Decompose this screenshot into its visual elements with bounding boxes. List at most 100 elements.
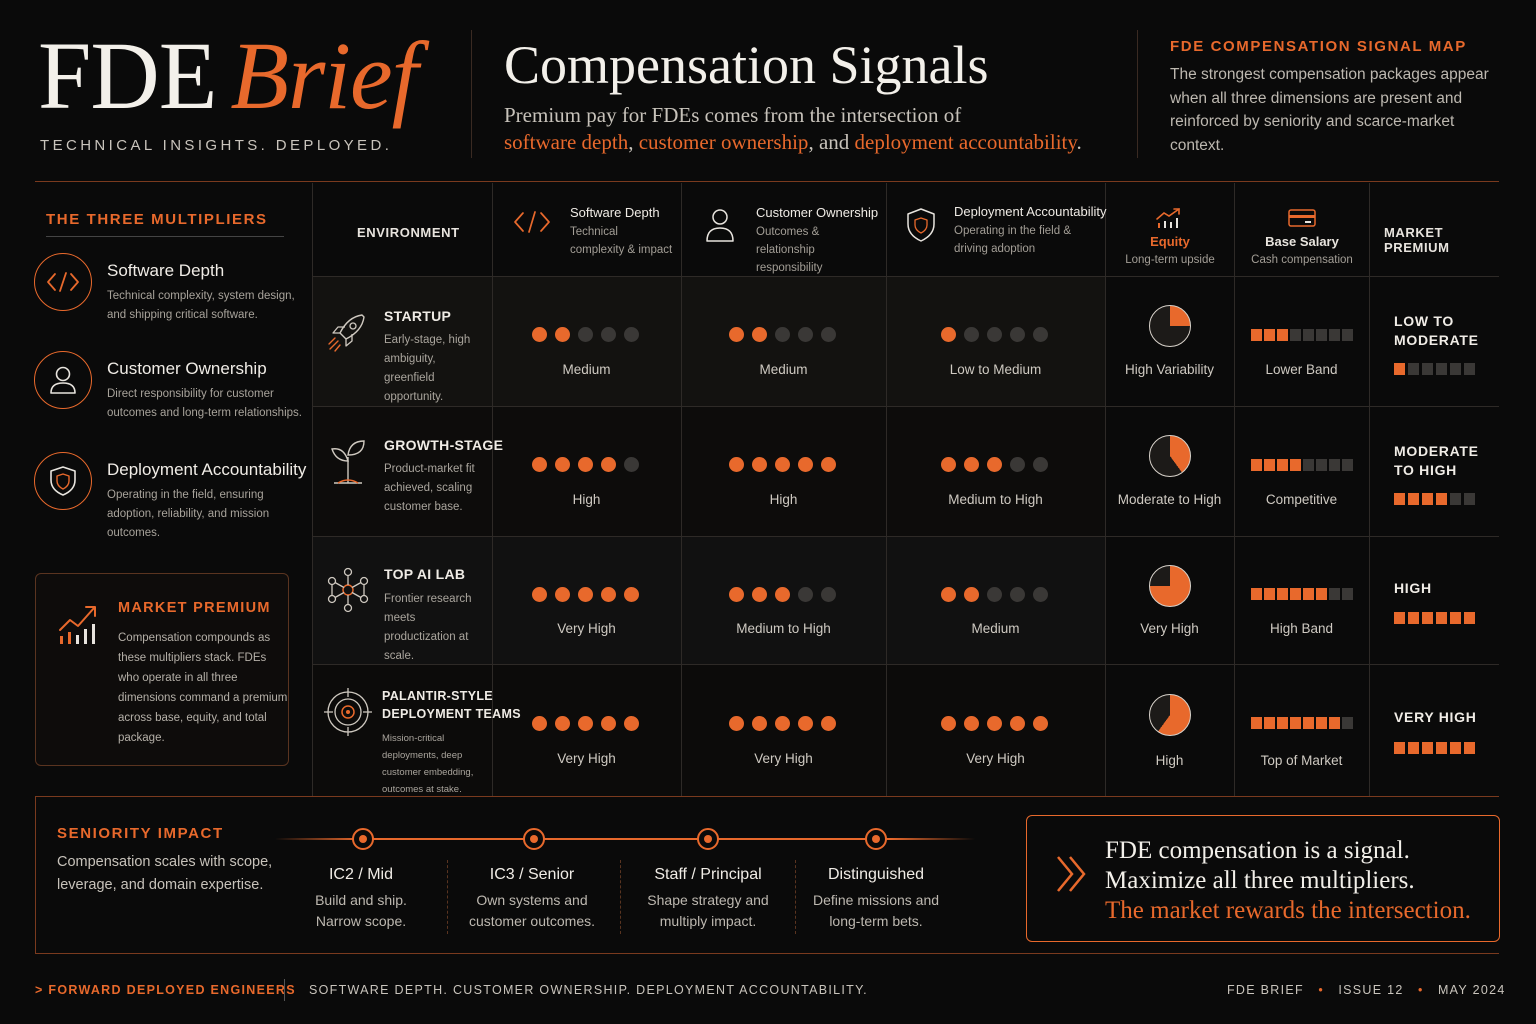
- multiplier-title: Deployment Accountability: [107, 460, 307, 479]
- signal-map-title: FDE COMPENSATION SIGNAL MAP: [1170, 38, 1467, 55]
- env-desc-top-ai-lab: Frontier research meets productization a…: [384, 593, 472, 662]
- salary-bar: [1276, 717, 1288, 730]
- customer-rating-dots: [728, 457, 836, 473]
- rating-dot: [774, 457, 790, 473]
- rating-dot: [797, 457, 813, 473]
- deployment-rating-label: Low to Medium: [949, 362, 1042, 378]
- rating-dot: [600, 586, 616, 602]
- signal-map-text: The strongest compensation packages appe…: [1170, 66, 1489, 154]
- rating-dot: [940, 457, 956, 473]
- rating-dot: [751, 716, 767, 732]
- rating-dot: [1009, 457, 1025, 473]
- rating-dot: [554, 716, 570, 732]
- salary-bar: [1276, 458, 1288, 471]
- brand-logo: FDE Brief: [38, 28, 418, 124]
- seniority-title: SENIORITY IMPACT: [57, 825, 224, 842]
- shield-icon: [906, 207, 936, 248]
- equity-pie: [1148, 305, 1191, 348]
- cash-icon: [1240, 207, 1364, 234]
- env-name-palantir-2: DEPLOYMENT TEAMS: [382, 707, 521, 721]
- premium-bar: [1464, 493, 1475, 506]
- rating-dot: [774, 586, 790, 602]
- rating-dot: [751, 327, 767, 343]
- deployment-rating-label: Medium: [971, 620, 1020, 636]
- premium-bar: [1408, 493, 1419, 506]
- salary-bar: [1341, 328, 1353, 341]
- rating-dot: [986, 327, 1002, 343]
- env-name-growth-stage: GROWTH-STAGE: [384, 437, 504, 453]
- header-market-premium: MARKET PREMIUM: [1384, 225, 1450, 255]
- compensation-table: ENVIRONMENT Software Depth Technical com…: [312, 183, 1499, 796]
- rating-dot: [820, 457, 836, 473]
- seniority-panel: [35, 797, 1499, 954]
- software-rating-dots: [531, 716, 639, 732]
- salary-bar: [1263, 458, 1275, 471]
- premium-bar: [1436, 742, 1447, 755]
- salary-bar: [1250, 717, 1262, 730]
- rating-dot: [531, 586, 547, 602]
- salary-bar: [1302, 587, 1314, 600]
- rating-dot: [600, 457, 616, 473]
- rating-dot: [554, 457, 570, 473]
- deployment-rating-dots: [940, 457, 1048, 473]
- premium-line: MODERATE: [1394, 331, 1479, 348]
- rating-dot: [554, 586, 570, 602]
- rating-dot: [940, 327, 956, 343]
- env-desc-palantir: Mission-critical deployments, deep custo…: [382, 733, 474, 795]
- rating-dot: [797, 327, 813, 343]
- brand-name: FDE: [38, 22, 217, 129]
- premium-bar: [1422, 363, 1433, 376]
- env-name-palantir: PALANTIR-STYLE: [382, 689, 493, 703]
- market-premium-level: HIGH: [1394, 579, 1432, 598]
- salary-bar: [1328, 458, 1340, 471]
- salary-bar: [1250, 328, 1262, 341]
- footer-publication: FDE BRIEF • ISSUE 12 • MAY 2024: [1227, 983, 1506, 997]
- software-rating-label: Very High: [557, 620, 616, 636]
- equity-pie: [1148, 693, 1191, 736]
- customer-rating-label: High: [769, 492, 798, 508]
- premium-line: HIGH: [1394, 579, 1432, 596]
- salary-bar: [1289, 717, 1301, 730]
- rating-dot: [963, 586, 979, 602]
- rating-dot: [751, 586, 767, 602]
- rating-dot: [963, 716, 979, 732]
- premium-bar: [1394, 742, 1405, 755]
- salary-bar: [1289, 458, 1301, 471]
- equity-label: High Variability: [1124, 362, 1215, 378]
- rating-dot: [797, 716, 813, 732]
- level-ic2: IC2 / Mid Build and ship. Narrow scope.: [315, 866, 407, 929]
- timeline-node: [865, 828, 887, 850]
- rating-dot: [1032, 457, 1048, 473]
- page-title: Compensation Signals: [504, 35, 989, 95]
- premium-bar: [1422, 742, 1433, 755]
- footer-divider: [284, 979, 285, 1001]
- rating-dot: [774, 327, 790, 343]
- rating-dot: [600, 327, 616, 343]
- premium-bar: [1422, 611, 1433, 624]
- market-premium-level: LOW TO MODERATE: [1394, 312, 1479, 350]
- rating-dot: [728, 716, 744, 732]
- rating-dot: [600, 716, 616, 732]
- salary-bar: [1302, 458, 1314, 471]
- code-icon: [34, 253, 92, 311]
- premium-bar: [1464, 611, 1475, 624]
- rating-dot: [940, 586, 956, 602]
- rating-dot: [963, 457, 979, 473]
- equity-pie: [1148, 564, 1191, 607]
- rating-dot: [577, 716, 593, 732]
- env-desc-startup: Early-stage, high ambiguity, greenfield …: [384, 334, 471, 403]
- rating-dot: [623, 716, 639, 732]
- salary-bar: [1276, 587, 1288, 600]
- base-salary-bars: [1250, 328, 1353, 341]
- rating-dot: [820, 716, 836, 732]
- premium-bar: [1450, 493, 1461, 506]
- rating-dot: [577, 586, 593, 602]
- quote-text: FDE compensation is a signal. Maximize al…: [1105, 837, 1471, 924]
- header-software-depth: Software Depth Technical complexity & im…: [570, 205, 673, 256]
- page-subtitle: Premium pay for FDEs comes from the inte…: [504, 103, 1082, 154]
- multipliers-rule: [46, 236, 284, 237]
- timeline-node: [523, 828, 545, 850]
- footer-motto: SOFTWARE DEPTH. CUSTOMER OWNERSHIP. DEPL…: [309, 983, 868, 997]
- rating-dot: [728, 457, 744, 473]
- deployment-rating-label: Very High: [966, 751, 1025, 767]
